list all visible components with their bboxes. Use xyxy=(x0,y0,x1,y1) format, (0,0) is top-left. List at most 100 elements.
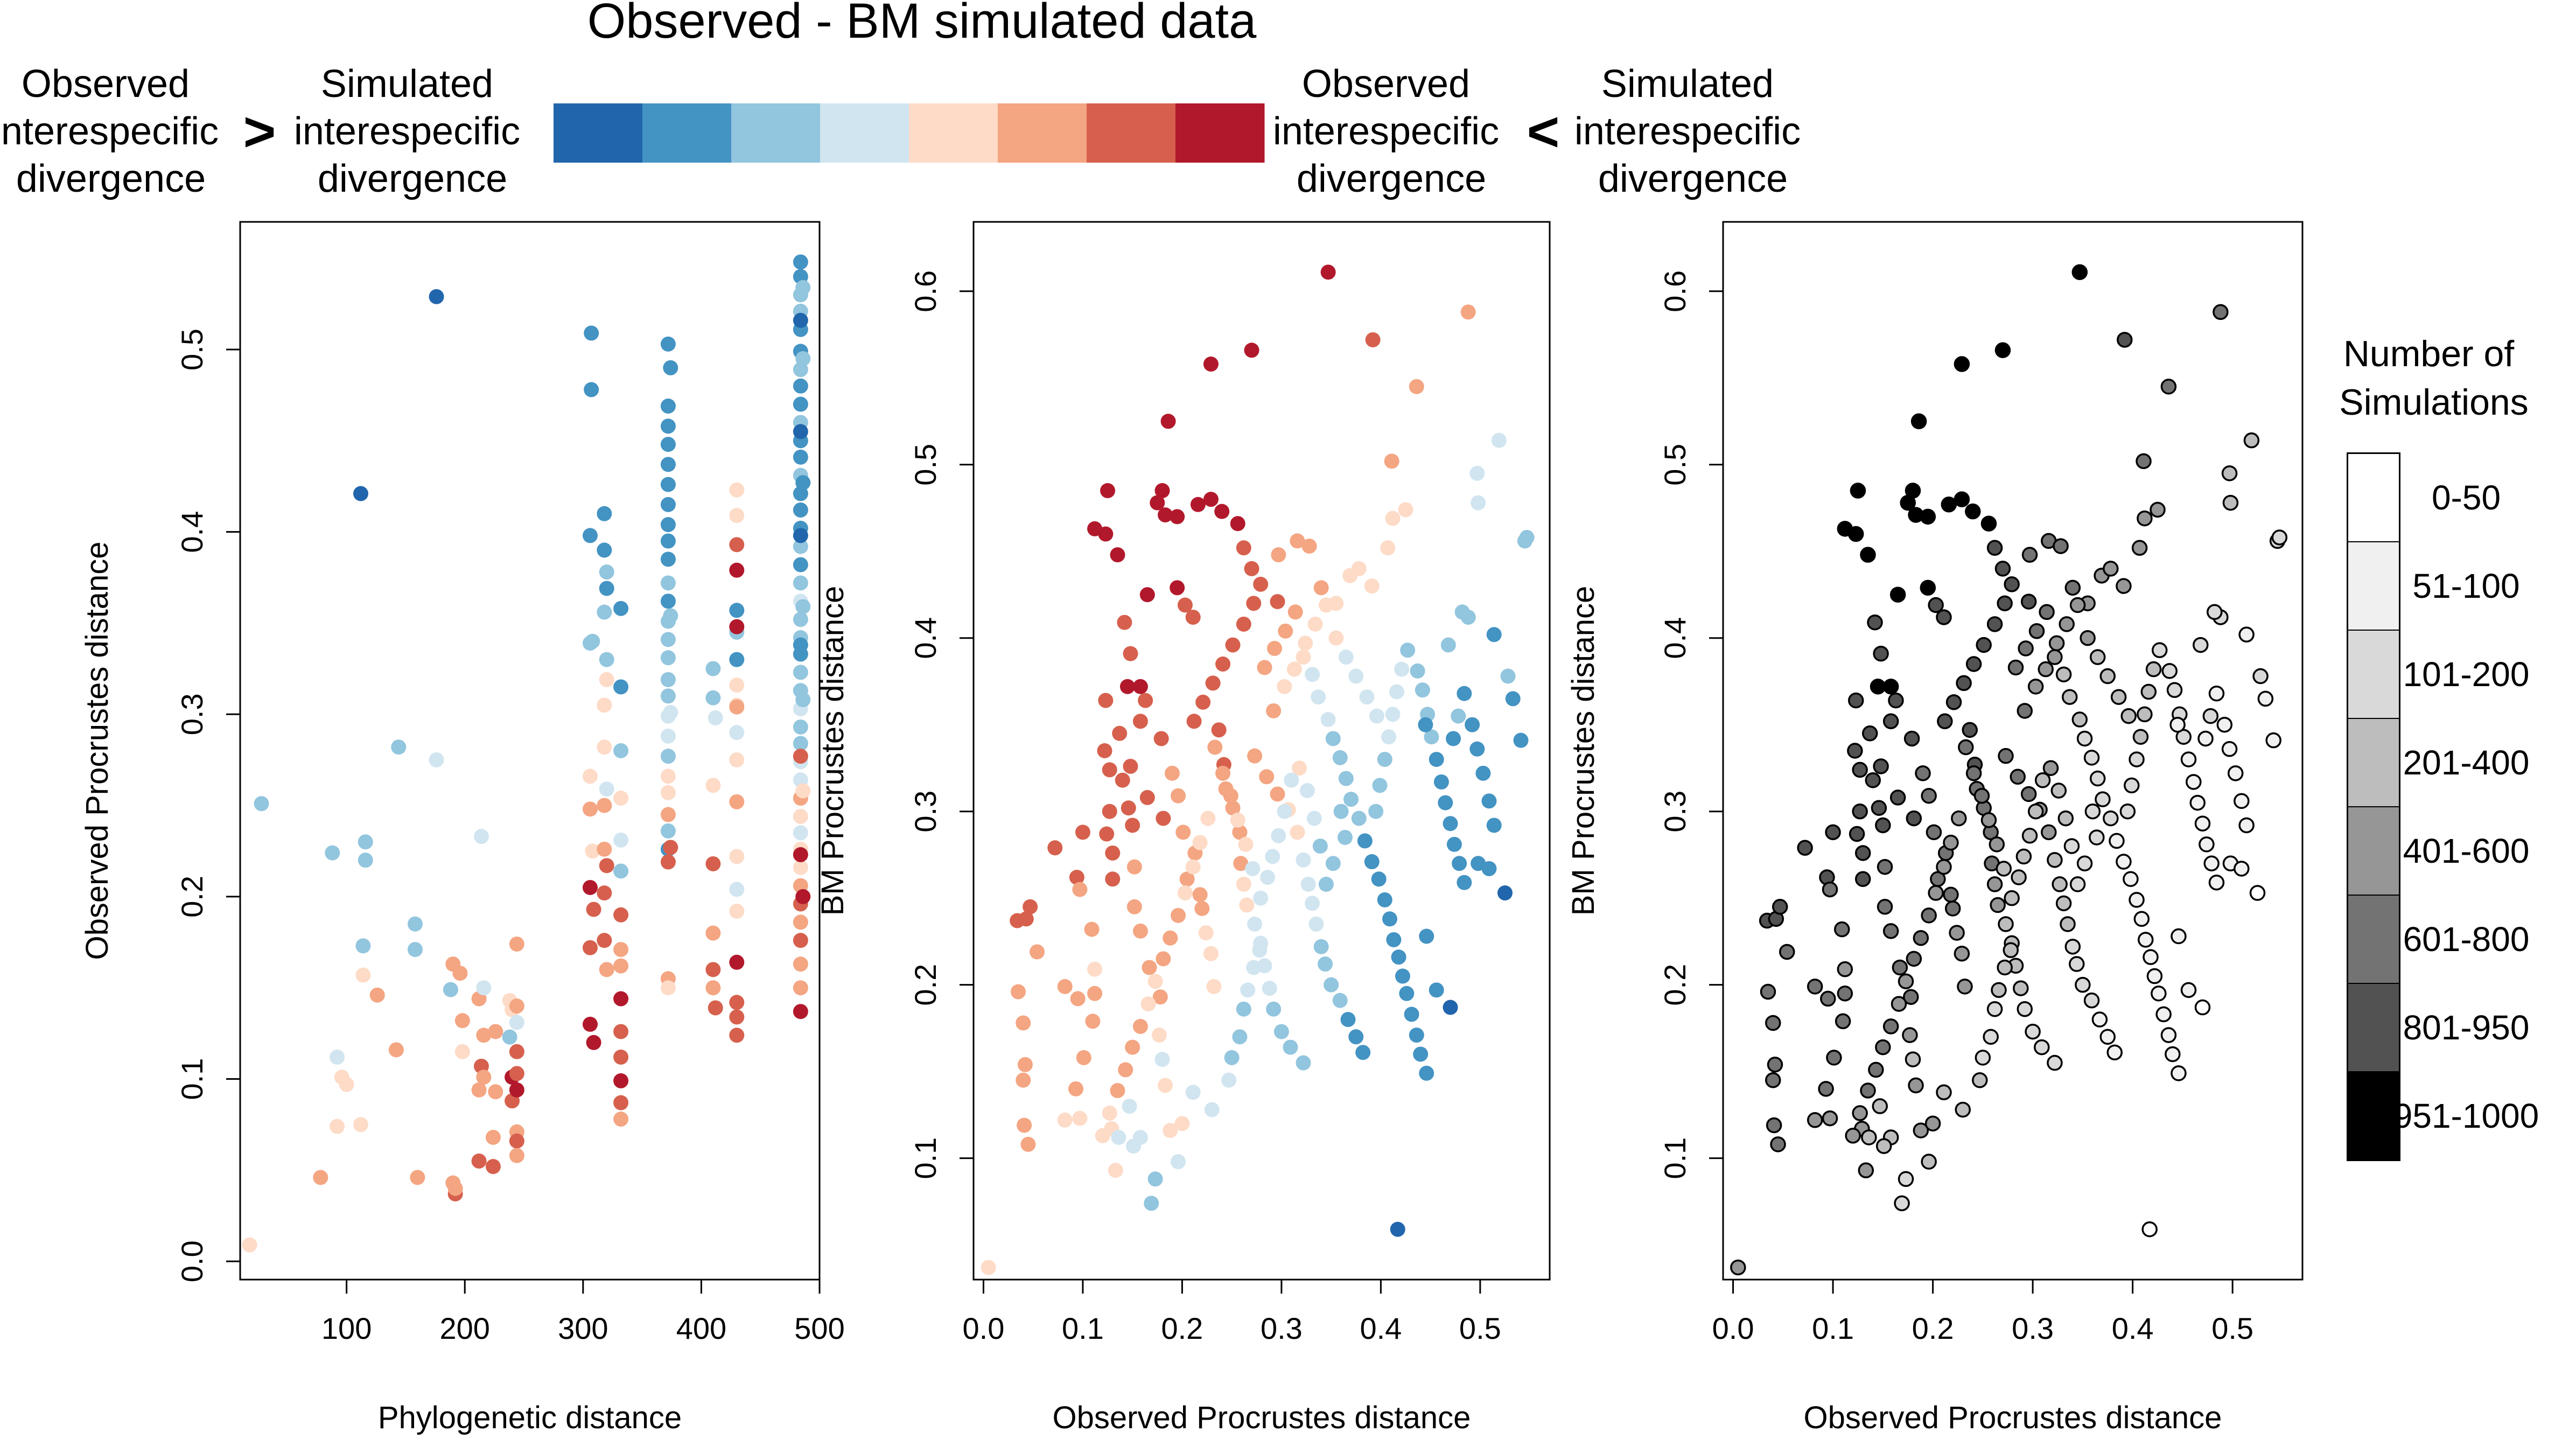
data-point xyxy=(599,564,614,580)
data-point xyxy=(2089,770,2106,787)
data-point xyxy=(1377,892,1392,907)
data-point xyxy=(471,1153,487,1169)
data-point xyxy=(1298,635,1313,651)
header-right-label-a: Observed interespecific divergence xyxy=(1273,62,1510,200)
data-point xyxy=(1185,1085,1201,1100)
y-tick-label: 0.2 xyxy=(1658,964,1692,1006)
data-point xyxy=(429,752,444,767)
data-point xyxy=(1877,899,1893,915)
data-point xyxy=(1233,856,1249,871)
data-point xyxy=(1991,982,2007,998)
data-point xyxy=(1236,616,1251,632)
data-point xyxy=(1253,890,1269,906)
plot-frame xyxy=(972,221,1551,1281)
data-point xyxy=(1139,790,1155,805)
data-point xyxy=(793,528,808,543)
data-point xyxy=(509,936,524,952)
data-point xyxy=(1153,731,1169,746)
data-point xyxy=(1186,714,1202,729)
data-point xyxy=(795,599,811,614)
data-point xyxy=(1902,1027,1918,1043)
data-point xyxy=(1170,509,1185,525)
data-point xyxy=(485,1159,501,1175)
data-point xyxy=(1937,713,1953,730)
data-point xyxy=(1017,1117,1032,1133)
data-point xyxy=(1299,783,1315,799)
data-point xyxy=(2095,791,2111,807)
data-point xyxy=(1943,886,1959,903)
data-point xyxy=(2151,642,2168,659)
data-point xyxy=(1110,547,1125,563)
data-point xyxy=(2080,630,2096,646)
colorbar-swatch xyxy=(1087,103,1176,163)
x-tick-label: 0.5 xyxy=(1459,1311,1501,1345)
y-tick-label: 0.1 xyxy=(175,1058,209,1100)
data-point xyxy=(1351,561,1367,576)
data-point xyxy=(1390,1221,1405,1237)
data-point xyxy=(2041,824,2057,841)
data-point xyxy=(1958,739,1974,756)
data-point xyxy=(1386,932,1402,947)
data-point xyxy=(1195,694,1211,710)
data-point xyxy=(1286,661,1302,677)
data-point xyxy=(1854,845,1871,861)
data-point xyxy=(1278,623,1293,639)
data-point xyxy=(729,903,745,919)
data-point xyxy=(2017,703,2033,719)
data-point xyxy=(1980,515,1997,532)
data-point xyxy=(410,1170,425,1185)
data-point xyxy=(1820,990,1836,1007)
data-point xyxy=(2234,861,2250,877)
data-point xyxy=(729,699,745,715)
data-point xyxy=(1068,1081,1084,1096)
data-point xyxy=(585,843,600,859)
data-point xyxy=(1944,900,1961,917)
data-point xyxy=(1203,946,1219,961)
data-point xyxy=(1338,649,1354,665)
data-point xyxy=(1163,930,1178,946)
data-point xyxy=(1913,1122,1929,1138)
data-point xyxy=(793,847,808,863)
data-point xyxy=(1296,852,1311,868)
data-point xyxy=(2010,769,2026,785)
data-point xyxy=(1380,540,1396,556)
data-point xyxy=(2257,690,2274,707)
data-point xyxy=(2197,730,2214,747)
data-point xyxy=(582,879,598,895)
data-point xyxy=(660,477,676,492)
data-point xyxy=(2132,729,2149,745)
data-point xyxy=(660,551,676,567)
data-point xyxy=(407,942,423,958)
data-point xyxy=(454,1044,470,1059)
data-point xyxy=(2099,668,2116,684)
data-point xyxy=(1391,949,1406,965)
data-point xyxy=(1760,983,1776,1000)
data-point xyxy=(2004,576,2020,592)
data-point xyxy=(1203,492,1219,507)
header: Observed interespecific divergence > Sim… xyxy=(0,62,1801,200)
data-point xyxy=(1266,1001,1282,1017)
header-left-label-b: Simulated interespecific divergence xyxy=(294,62,531,200)
data-point xyxy=(1156,811,1171,826)
data-point xyxy=(2047,852,2063,868)
data-point xyxy=(1296,1055,1311,1071)
data-point xyxy=(2039,604,2055,620)
data-point xyxy=(1865,772,1881,788)
data-point xyxy=(2160,379,2177,395)
data-point xyxy=(613,1073,629,1088)
data-point xyxy=(793,502,808,518)
data-point xyxy=(795,889,811,904)
data-point xyxy=(1023,899,1038,914)
legend-swatch xyxy=(2347,1071,2400,1161)
data-point xyxy=(2110,689,2127,705)
data-point xyxy=(1364,854,1380,870)
data-point xyxy=(584,325,599,341)
data-point xyxy=(613,832,629,848)
data-point xyxy=(2150,501,2166,518)
data-point xyxy=(795,783,811,799)
data-point xyxy=(2050,783,2067,799)
data-point xyxy=(1368,804,1384,819)
data-point xyxy=(1882,923,1899,939)
data-point xyxy=(2069,597,2086,613)
data-point xyxy=(1084,921,1100,937)
